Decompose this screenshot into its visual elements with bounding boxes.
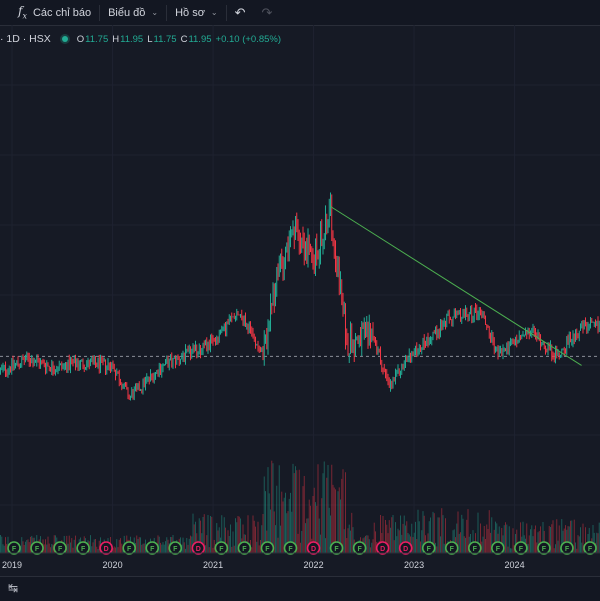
event-marker-icon xyxy=(537,541,551,555)
x-tick-label: 2021 xyxy=(203,560,223,570)
event-marker-label: F xyxy=(288,546,293,553)
x-tick-label: 2023 xyxy=(404,560,424,570)
event-marker-icon xyxy=(329,541,344,555)
event-marker-icon xyxy=(398,541,413,555)
event-marker-label: F xyxy=(12,546,17,553)
event-marker-icon xyxy=(145,541,160,555)
event-marker-label: F xyxy=(265,546,270,553)
event-marker-label: D xyxy=(196,546,201,553)
profile-menu-label: Hồ sơ xyxy=(175,6,205,19)
low-label: L xyxy=(147,33,153,45)
event-marker-label: F xyxy=(81,546,86,553)
symbol-interval-exchange[interactable]: · 1D · HSX xyxy=(0,33,51,45)
toolbar-divider xyxy=(225,4,227,21)
event-marker-icon xyxy=(444,541,459,555)
chart-menu-label: Biểu đồ xyxy=(108,6,146,19)
market-status-dot-icon xyxy=(61,36,68,42)
high-value: 11.95 xyxy=(120,33,144,45)
event-marker-icon xyxy=(260,541,275,555)
event-marker-icon xyxy=(30,541,44,555)
event-marker-icon xyxy=(53,541,67,555)
profile-menu-button[interactable]: Hồ sơ ⌄ xyxy=(167,0,226,25)
high-label: H xyxy=(112,33,120,45)
event-marker-label: D xyxy=(403,546,408,553)
change-value: +0.10 (+0.85%) xyxy=(215,33,282,45)
event-marker-icon xyxy=(99,541,113,555)
date-range-icon[interactable]: ↹ xyxy=(8,581,19,595)
close-label: C xyxy=(180,33,188,45)
undo-icon[interactable]: ↶ xyxy=(234,4,246,20)
event-marker-label: F xyxy=(173,546,178,553)
chart-menu-button[interactable]: Biểu đồ ⌄ xyxy=(100,0,166,25)
event-marker-label: F xyxy=(219,546,224,553)
event-marker-label: F xyxy=(150,546,155,553)
event-marker-icon xyxy=(491,541,505,555)
chevron-down-icon: ⌄ xyxy=(210,8,218,17)
event-marker-label: F xyxy=(450,546,455,553)
bottom-bar: ↹ xyxy=(0,576,600,601)
event-marker-icon xyxy=(306,541,321,555)
indicators-button[interactable]: fx Các chỉ báo xyxy=(0,0,99,25)
event-marker-label: D xyxy=(104,546,109,553)
chart-grid xyxy=(0,25,600,553)
event-marker-label: F xyxy=(473,546,478,553)
event-marker-label: F xyxy=(496,546,501,553)
event-marker-label: F xyxy=(334,546,339,553)
event-marker-label: D xyxy=(380,546,385,553)
event-marker-icon xyxy=(375,541,390,555)
event-marker-icon xyxy=(237,541,252,555)
event-marker-label: F xyxy=(588,546,593,553)
event-marker-label: D xyxy=(311,546,316,553)
low-value: 11.75 xyxy=(153,33,177,45)
x-tick-label: 2024 xyxy=(505,560,525,570)
toolbar-divider xyxy=(99,4,101,21)
x-tick-label: 2019 xyxy=(2,560,22,570)
event-marker-icon xyxy=(421,541,436,555)
event-marker-label: F xyxy=(427,546,432,553)
event-marker-icon xyxy=(168,541,183,555)
x-tick-label: 2022 xyxy=(304,560,324,570)
event-marker-label: F xyxy=(58,546,63,553)
event-marker-icon xyxy=(352,541,367,555)
event-marker-icon xyxy=(583,541,597,555)
event-marker-label: F xyxy=(519,546,524,553)
volume-bars xyxy=(0,460,600,553)
event-marker-label: F xyxy=(357,546,362,553)
event-marker-icon xyxy=(76,541,90,555)
event-marker-icon xyxy=(560,541,574,555)
event-marker-icon xyxy=(214,541,229,555)
event-marker-label: F xyxy=(35,546,40,553)
event-marker-label: F xyxy=(565,546,570,553)
fx-icon: fx xyxy=(18,4,27,21)
trendline[interactable] xyxy=(330,205,582,366)
time-axis: 2019 2020 2021 2022 2023 2024 xyxy=(2,560,525,570)
redo-icon[interactable]: ↷ xyxy=(261,4,273,20)
indicators-label: Các chỉ báo xyxy=(32,6,92,19)
top-toolbar: fx Các chỉ báo Biểu đồ ⌄ Hồ sơ ⌄ ↶ ↷ xyxy=(0,0,600,26)
event-marker-icon xyxy=(283,541,298,555)
open-value: 11.75 xyxy=(85,33,109,45)
open-label: O xyxy=(76,33,85,45)
chevron-down-icon: ⌄ xyxy=(151,8,159,17)
event-marker-icon xyxy=(514,541,528,555)
event-marker-label: F xyxy=(127,546,132,553)
close-value: 11.95 xyxy=(188,33,212,45)
toolbar-divider xyxy=(166,4,168,21)
candles xyxy=(0,192,600,401)
event-marker-icon xyxy=(122,541,136,555)
event-marker-icon xyxy=(467,541,482,555)
event-marker-label: F xyxy=(542,546,547,553)
event-marker-icon xyxy=(7,541,21,555)
event-marker-label: F xyxy=(242,546,247,553)
x-tick-label: 2020 xyxy=(103,560,123,570)
event-marker-icon xyxy=(191,541,206,555)
symbol-legend: · 1D · HSX O 11.75 H 11.95 L 11.75 C 11.95 +… xyxy=(0,31,281,47)
